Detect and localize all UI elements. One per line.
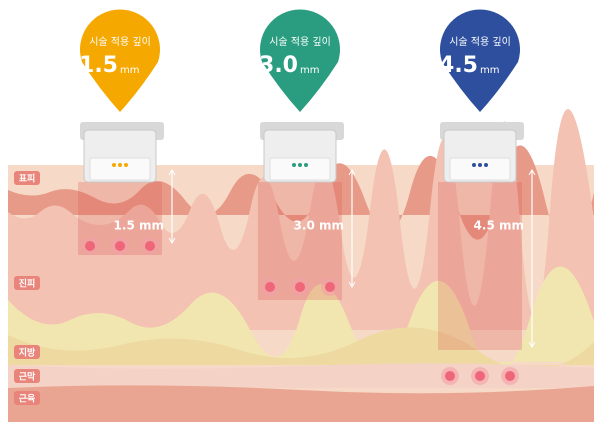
- pin-depth: 1.5: [79, 53, 118, 78]
- pin: [440, 9, 520, 113]
- layer-badge: [14, 276, 40, 290]
- focal-dot: [505, 371, 515, 381]
- focal-dot: [445, 371, 455, 381]
- focal-dot: [145, 241, 155, 251]
- layer-badge: [14, 345, 40, 359]
- treatment-column: [438, 182, 522, 350]
- cartridge-window: [269, 157, 331, 181]
- layer-badge: [14, 391, 40, 405]
- pin-unit: mm: [120, 65, 139, 76]
- pin-depth: 4.5: [439, 53, 478, 78]
- pin-caption: 시술 적용 깊이: [89, 36, 151, 48]
- cartridge-led: [298, 163, 302, 167]
- arrow-head: [168, 169, 176, 244]
- layer-label: 표피: [19, 173, 36, 185]
- pin-caption: 시술 적용 깊이: [269, 36, 331, 48]
- focal-dot: [115, 241, 125, 251]
- focal-dot: [295, 282, 305, 292]
- depth-label: 1.5 mm: [114, 219, 164, 233]
- muscle: [8, 385, 594, 422]
- focal-dot: [265, 282, 275, 292]
- pin-unit: mm: [480, 65, 499, 76]
- layer-label: 진피: [19, 278, 36, 290]
- depth-label: 4.5 mm: [474, 219, 524, 233]
- layer-label: 지방: [19, 347, 36, 359]
- pin: [80, 9, 160, 113]
- pin-unit: mm: [300, 65, 319, 76]
- arrow-head: [348, 169, 356, 288]
- cartridge-led: [478, 163, 482, 167]
- layer-label: 근막: [19, 371, 36, 383]
- cartridge-led: [112, 163, 116, 167]
- layer-badge: [14, 369, 40, 383]
- pin: [260, 9, 340, 113]
- layer-badge: [14, 171, 40, 185]
- focal-dot: [85, 241, 95, 251]
- pin-caption: 시술 적용 깊이: [449, 36, 511, 48]
- cartridge-led: [472, 163, 476, 167]
- cartridge-window: [89, 157, 151, 181]
- cartridge-led: [292, 163, 296, 167]
- focal-dot: [475, 371, 485, 381]
- depth-label: 3.0 mm: [294, 219, 344, 233]
- cartridge-led: [118, 163, 122, 167]
- cartridge-led: [124, 163, 128, 167]
- focal-dot: [325, 282, 335, 292]
- fat-lower: [8, 327, 594, 371]
- cartridge-led: [304, 163, 308, 167]
- layer-label: 근육: [19, 394, 36, 405]
- cartridge-window: [449, 157, 511, 181]
- pin-depth: 3.0: [259, 53, 298, 78]
- cartridge-led: [484, 163, 488, 167]
- arrow-head: [528, 169, 536, 348]
